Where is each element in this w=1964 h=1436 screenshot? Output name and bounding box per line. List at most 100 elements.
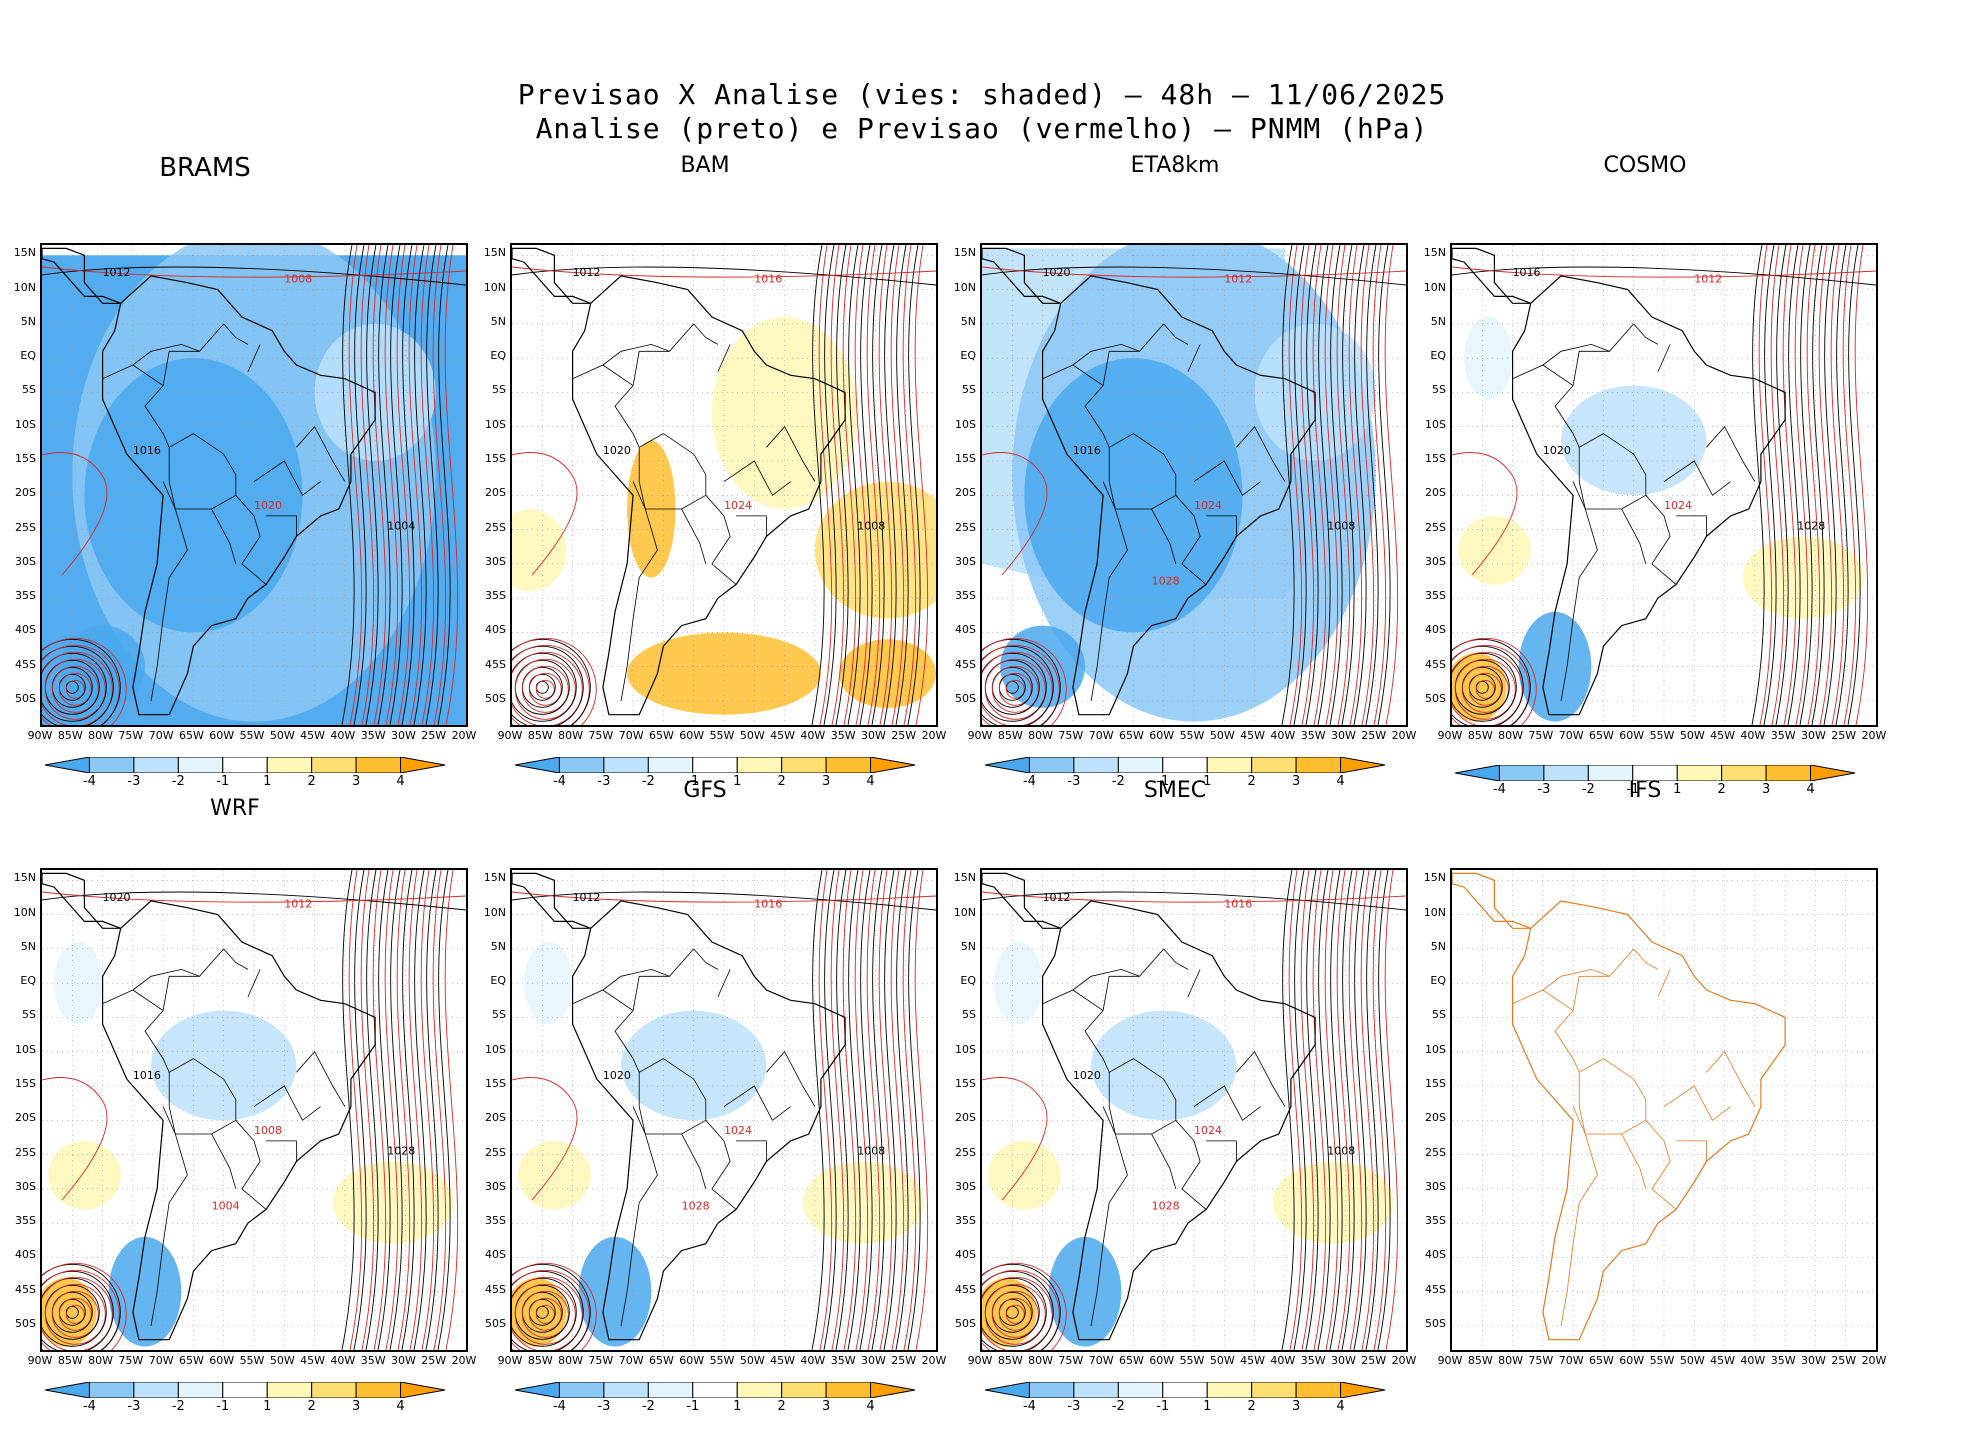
lat-tick-label: 10N	[1423, 905, 1446, 919]
figure-title-line-2: Analise (preto) e Previsao (vermelho) — …	[535, 112, 1429, 145]
country-border	[1706, 1051, 1756, 1107]
colorbar-swatch	[647, 1381, 694, 1399]
lat-tick-label: 15N	[13, 246, 36, 260]
lon-tick-label: 50W	[269, 729, 295, 742]
colorbar-swatch	[692, 1381, 738, 1399]
lon-tick-label: 85W	[1467, 1354, 1493, 1367]
lon-tick-label: 75W	[118, 1354, 144, 1367]
analysis-isobar	[883, 245, 897, 725]
lat-tick-label: EQ	[20, 974, 36, 988]
colorbar-swatch	[647, 756, 694, 774]
lon-tick-label: 45W	[770, 729, 795, 742]
lat-tick-label: 5S	[22, 1008, 36, 1022]
forecast-isobar	[1384, 870, 1399, 1350]
lon-tick-label: 20W	[1391, 729, 1417, 742]
isobar-label: 1020	[1543, 444, 1571, 457]
analysis-isobar	[1317, 870, 1331, 1350]
forecast-low-contour	[982, 1269, 1060, 1350]
forecast-low-contour	[528, 1297, 562, 1331]
lon-tick-label: 30W	[390, 729, 416, 742]
analysis-isobar	[437, 245, 451, 725]
forecast-isobar	[1782, 245, 1797, 725]
lon-tick-label: 75W	[588, 1354, 614, 1367]
panel-gfs: GFS 1012 1016 1020 1024 1008 1028 15N 10N 5N EQ 5S 1…	[470, 778, 947, 1414]
lon-tick-label: 70W	[618, 729, 644, 742]
panel-title: SMEC	[1143, 778, 1207, 803]
colorbar-swatch	[1162, 1381, 1208, 1399]
isobar-label: 1020	[254, 499, 282, 512]
lon-tick-label: 80W	[1028, 1354, 1053, 1367]
forecast-low-contour	[512, 644, 590, 725]
colorbar-label: -2	[641, 1399, 655, 1414]
map-frame	[1450, 868, 1878, 1352]
colorbar-label: 3	[1291, 774, 1301, 789]
country-border	[717, 344, 731, 373]
lon-tick-label: 25W	[891, 729, 917, 742]
lon-tick-label: 55W	[709, 729, 735, 742]
forecast-low-contour	[65, 679, 85, 699]
bias-shading	[1458, 515, 1531, 585]
colorbar-label: 2	[307, 774, 316, 789]
analysis-isobar	[377, 245, 391, 725]
colorbar: -4 -3 -2 -1 1 2 3 4	[1454, 764, 1885, 805]
colorbar-label: 2	[1247, 774, 1256, 789]
panel-title: WRF	[210, 796, 260, 821]
forecast-isobar	[830, 245, 845, 725]
analysis-low-contour	[982, 1263, 1061, 1350]
lat-tick-label: 40S	[15, 623, 36, 637]
forecast-low-contour	[528, 672, 562, 706]
forecast-low-contour	[44, 658, 106, 720]
lon-tick-label: 50W	[1679, 729, 1705, 742]
lon-tick-label: 50W	[1679, 1354, 1705, 1367]
lat-tick-label: 15S	[1425, 452, 1446, 465]
lat-tick-label: 30S	[955, 1179, 976, 1193]
lat-tick-label: 35S	[485, 1214, 506, 1228]
isobar-label: 1028	[1152, 1199, 1180, 1212]
forecast-low-contour	[1452, 644, 1530, 725]
country-border	[1554, 323, 1677, 585]
lat-tick-label: 35S	[1425, 589, 1446, 603]
lat-tick-label: 30S	[1425, 554, 1446, 568]
lat-tick-label: 50S	[955, 692, 976, 705]
colorbar-label: -3	[1537, 782, 1551, 797]
lat-tick-label: 10S	[485, 417, 506, 431]
country-border	[766, 426, 816, 482]
forecast-low-contour	[521, 1290, 569, 1338]
analysis-isobar	[907, 870, 921, 1350]
isobar-label: 1020	[1043, 266, 1071, 279]
lat-tick-label: 5N	[960, 314, 976, 328]
lat-tick-label: 45S	[1425, 657, 1446, 671]
colorbar-label: -2	[171, 774, 185, 789]
lat-tick-label: 50S	[15, 1317, 36, 1330]
country-border	[1560, 1133, 1598, 1327]
forecast-isobar	[372, 245, 387, 725]
forecast-isobar	[1830, 245, 1845, 725]
country-border	[150, 1133, 188, 1327]
lat-tick-label: 5N	[490, 314, 506, 328]
isobar-label: 1016	[1224, 898, 1252, 911]
panel-brams: BRAMS 1012 1008 1016 1020 1004 15N 10N 5N EQ 5S 10S…	[0, 153, 477, 789]
forecast-isobar	[1770, 245, 1785, 725]
isobar-label: 1008	[857, 520, 885, 533]
colorbar-label: -2	[641, 774, 655, 789]
country-border	[1151, 508, 1177, 565]
lat-tick-label: 5S	[492, 1008, 506, 1022]
lon-tick-label: 75W	[118, 729, 144, 742]
lat-tick-label: EQ	[1430, 349, 1446, 363]
analysis-isobar	[353, 245, 367, 725]
lon-tick-label: 60W	[1619, 1354, 1645, 1367]
coastline-central-america	[1452, 872, 1531, 929]
forecast-low-contour	[535, 1304, 555, 1324]
forecast-low-contour	[1468, 672, 1502, 706]
lat-tick-label: 10N	[483, 280, 506, 294]
lat-tick-label: 40S	[485, 623, 506, 637]
lat-tick-label: 20S	[955, 486, 976, 500]
colorbar-label: 4	[866, 774, 875, 789]
lat-tick-label: 5S	[962, 383, 976, 397]
country-border	[1072, 343, 1140, 366]
isobar-label: 1024	[1194, 1124, 1222, 1137]
lon-tick-label: 20W	[451, 729, 477, 742]
forecast-isobar	[1312, 245, 1327, 725]
country-border	[1163, 948, 1189, 970]
lat-tick-label: 50S	[955, 1317, 976, 1330]
